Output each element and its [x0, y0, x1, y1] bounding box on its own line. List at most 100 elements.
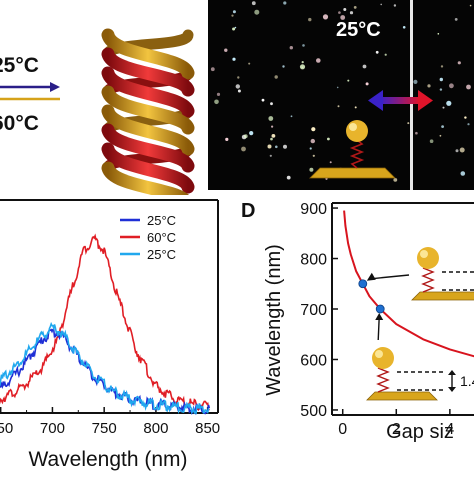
- nanoparticle-speck: [310, 138, 315, 144]
- nanoparticle-speck: [286, 175, 291, 180]
- panel-d-gap-arrow-head-up: [448, 370, 456, 375]
- panel-c-x-tick-label: 800: [143, 420, 168, 437]
- nanoparticle-speck: [254, 9, 260, 15]
- temp-upper-label: 25°C: [0, 54, 39, 77]
- transition-arrow-head: [50, 82, 60, 92]
- nanoparticle-speck: [466, 84, 471, 90]
- panel-c-x-tick-label: 650: [0, 420, 13, 437]
- nanoparticle-speck: [439, 88, 443, 91]
- nanoparticle-speck: [380, 3, 382, 6]
- panel-c-legend-label: 60°C: [147, 230, 176, 245]
- nanoparticle-speck: [365, 82, 369, 86]
- helix-front-strand-a: [101, 28, 195, 80]
- panel-d-x-tick-label: 0: [338, 421, 347, 438]
- panel-d-xlabel: Gap siz: [386, 421, 454, 443]
- panel-d-chart: D Wavelength (nm) 500 600 700 800 900 0 2 4 1.4 …: [241, 200, 474, 443]
- helix-front-strand-a: [101, 142, 195, 194]
- nanoparticle-specks: [210, 1, 472, 182]
- nanoparticle-speck: [442, 106, 445, 109]
- nanoparticle-speck: [261, 98, 265, 102]
- panel-d-pointer-lower-head: [375, 313, 384, 320]
- nanoparticle-speck: [216, 92, 221, 96]
- nanoparticle-speck: [241, 146, 246, 152]
- panel-b-temperature: 25°C: [336, 19, 381, 41]
- nanoparticle-speck: [269, 154, 272, 157]
- nanoparticle-speck: [439, 134, 442, 137]
- panel-d-data-point: [375, 304, 385, 314]
- nanoparticle-speck: [407, 122, 410, 125]
- nanoparticle-speck: [231, 14, 234, 17]
- nanoparticle-speck: [362, 64, 367, 69]
- nanoparticle-speck: [309, 167, 314, 172]
- nanoparticle-speck: [243, 134, 248, 139]
- panel-c: 650 700 750 800 850 25°C 60°C 25°C Wavelength (…: [0, 195, 237, 474]
- nanoparticle-speck: [449, 83, 454, 89]
- nanoparticle-speck: [460, 171, 466, 176]
- panel-c-legend-label: 25°C: [147, 247, 176, 262]
- nanoparticle-speck: [214, 99, 219, 105]
- nanoparticle-speck: [459, 147, 465, 153]
- panel-c-series-line: [0, 328, 211, 416]
- nanoparticle-speck: [393, 4, 397, 7]
- nanoparticle-speck: [290, 115, 293, 118]
- nanoparticle-speck: [270, 137, 273, 141]
- nanoparticle-speck: [454, 18, 458, 21]
- nanoparticle-speck: [283, 1, 287, 5]
- inset-linker: [376, 367, 390, 393]
- nanoparticle-speck: [270, 102, 273, 106]
- nanoparticle-speck: [375, 50, 379, 54]
- nanoparticle-speck: [271, 125, 274, 128]
- nanoparticle-speck: [271, 134, 276, 138]
- nanoparticle-speck: [225, 137, 229, 141]
- panel-d-letter: D: [241, 200, 255, 222]
- nanoparticle-speck: [232, 10, 236, 14]
- panel-d-series-line: [343, 210, 474, 358]
- panel-c-series-line: [0, 233, 210, 412]
- panel-d-y-tick-label: 900: [300, 201, 327, 218]
- inset-particle-highlight: [375, 350, 383, 358]
- helix-front-strand-a: [101, 104, 195, 156]
- panel-c-chart: 650 700 750 800 850 25°C 60°C 25°C Wavelength (…: [0, 199, 220, 471]
- nanoparticle-speck: [337, 105, 340, 108]
- panel-c-legend-label: 25°C: [147, 213, 176, 228]
- nanoparticle-speck: [301, 61, 304, 64]
- inset-particle: [372, 347, 394, 369]
- panel-d-y-tick-label: 800: [300, 252, 327, 269]
- panel-c-plot-area: 650 700 750 800 850 25°C 60°C 25°C: [0, 199, 220, 437]
- double-arrow-shaft: [380, 97, 420, 104]
- panel-d-y-tick-label: 500: [300, 403, 327, 420]
- inset-linker: [421, 267, 435, 293]
- panel-divider: [410, 0, 413, 190]
- nanoparticle-speck: [237, 89, 241, 93]
- nanoparticle-speck: [437, 33, 440, 35]
- panel-a-figure: 25°C 60°C: [0, 28, 195, 211]
- nanoparticle-speck: [393, 178, 398, 182]
- nanoparticle-speck: [282, 65, 285, 68]
- nanoparticle-speck: [268, 116, 274, 121]
- particle-on-substrate-icon: [309, 120, 396, 179]
- inset-substrate: [411, 291, 474, 301]
- nanoparticle-speck: [289, 46, 293, 50]
- nanoparticle-speck: [275, 145, 278, 149]
- double-arrow-left-head: [368, 90, 383, 111]
- panel-d-ylabel: Wavelength (nm): [263, 244, 285, 396]
- nanoparticle-speck: [439, 77, 443, 82]
- nanoparticle-speck: [347, 79, 350, 82]
- nanoparticle-speck: [274, 75, 278, 79]
- nanoparticle-speck: [455, 149, 459, 153]
- panel-d-x-tick-label: 4: [445, 421, 454, 438]
- panel-c-series-line: [0, 321, 210, 415]
- panel-d-data-point: [358, 279, 368, 289]
- double-arrow-right-head: [418, 90, 433, 111]
- nanoparticle-speck: [249, 131, 254, 136]
- helix-front-strand-a: [101, 66, 195, 118]
- nanoparticle-speck: [353, 6, 357, 9]
- nanoparticle-speck: [441, 125, 444, 128]
- panel-c-x-tick-label: 850: [195, 420, 220, 437]
- panel-d-pointer-upper-head: [366, 272, 376, 281]
- panel-d-gap-annotation: 1.4 n: [460, 373, 474, 389]
- panel-a: 25°C 60°C: [0, 0, 205, 211]
- nanoparticle-speck: [457, 61, 461, 65]
- panel-d-inset-upper: [411, 247, 474, 301]
- nanoparticle-speck: [464, 116, 467, 119]
